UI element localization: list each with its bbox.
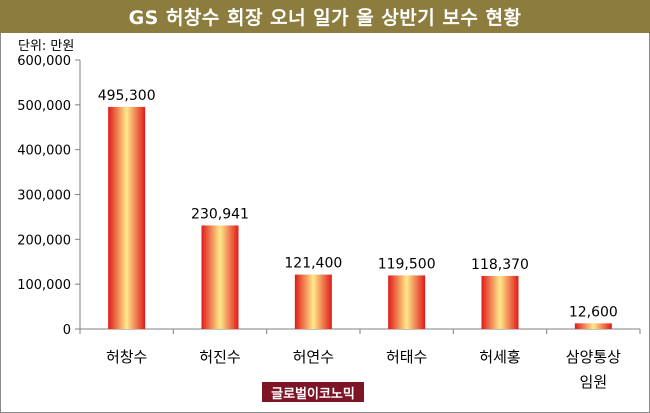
category-label: 허진수 bbox=[199, 348, 240, 366]
category-label: 삼양통상 bbox=[566, 348, 621, 366]
y-tick-label: 500,000 bbox=[17, 99, 71, 114]
data-label: 12,600 bbox=[569, 304, 618, 320]
y-tick-label: 200,000 bbox=[17, 233, 71, 248]
category-label: 허창수 bbox=[106, 348, 147, 366]
bar bbox=[294, 274, 332, 329]
data-label: 119,500 bbox=[378, 256, 436, 272]
watermark-logo: 글로벌이코노믹 bbox=[262, 382, 364, 402]
bar bbox=[388, 275, 426, 329]
category-label: 허태수 bbox=[386, 348, 427, 366]
y-tick-label: 0 bbox=[63, 323, 71, 338]
data-label: 118,370 bbox=[471, 257, 529, 273]
unit-label: 단위: 만원 bbox=[18, 39, 75, 54]
y-tick-label: 100,000 bbox=[17, 278, 71, 293]
data-label: 121,400 bbox=[284, 256, 342, 272]
bar bbox=[574, 323, 612, 329]
category-label: 허세홍 bbox=[479, 348, 520, 366]
chart-title: GS 허창수 회장 오너 일가 올 상반기 보수 현황 bbox=[128, 7, 522, 29]
category-label: 임원 bbox=[580, 373, 608, 391]
category-label: 허연수 bbox=[293, 348, 334, 366]
data-label: 230,941 bbox=[191, 206, 249, 222]
bar bbox=[201, 225, 239, 329]
watermark-text: 글로벌이코노믹 bbox=[271, 386, 355, 402]
bar bbox=[481, 275, 519, 329]
bar bbox=[108, 106, 146, 330]
y-tick-label: 600,000 bbox=[17, 54, 71, 69]
data-label: 495,300 bbox=[98, 88, 156, 104]
y-tick-label: 400,000 bbox=[17, 144, 71, 159]
title-bar: GS 허창수 회장 오너 일가 올 상반기 보수 현황 bbox=[0, 0, 650, 33]
y-tick-label: 300,000 bbox=[17, 189, 71, 204]
